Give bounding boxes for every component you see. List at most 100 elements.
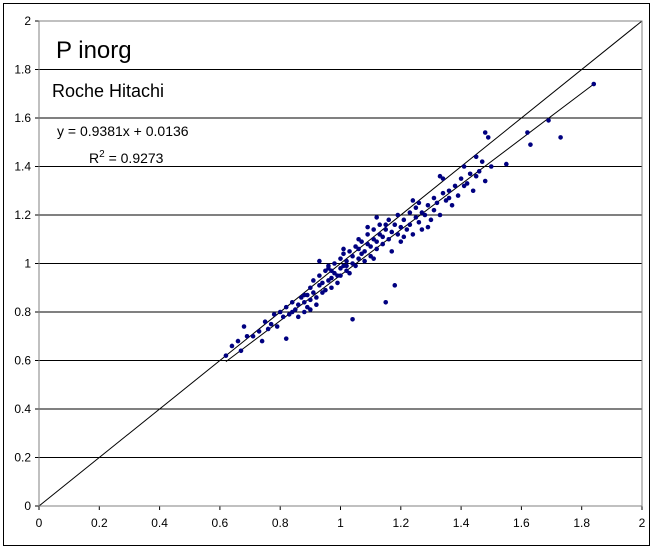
data-point xyxy=(356,246,361,252)
data-point xyxy=(482,130,488,135)
data-point xyxy=(347,270,352,276)
data-point xyxy=(229,343,235,349)
x-tick-label: 0.8 xyxy=(272,516,289,530)
y-tick-label: 0.4 xyxy=(14,402,31,416)
data-point xyxy=(308,285,313,291)
y-tick-label: 0 xyxy=(24,499,31,513)
data-point xyxy=(416,200,422,206)
data-point xyxy=(389,229,395,235)
x-tick-label: 0 xyxy=(36,516,43,530)
chart-title: P inorg xyxy=(56,37,132,64)
data-point xyxy=(344,263,349,269)
data-point xyxy=(434,200,440,206)
data-point xyxy=(558,135,563,140)
data-point xyxy=(244,333,250,339)
data-point xyxy=(295,302,301,308)
data-point xyxy=(452,183,458,189)
data-point xyxy=(302,292,307,298)
data-point xyxy=(467,171,473,177)
data-point xyxy=(431,207,437,213)
data-point xyxy=(283,304,289,310)
x-tick-label: 1 xyxy=(337,516,344,530)
data-point xyxy=(356,236,361,242)
data-point xyxy=(250,333,256,339)
data-point xyxy=(392,283,398,288)
x-axis-ticks: 0 0.2 0.4 0.6 0.8 1 1.2 1.4 1.6 1.8 2 xyxy=(36,506,646,530)
data-point xyxy=(473,154,479,160)
data-point xyxy=(274,324,280,329)
data-point xyxy=(353,263,358,269)
chart-subtitle: Roche Hitachi xyxy=(52,81,164,101)
data-point xyxy=(383,300,389,305)
data-point xyxy=(398,224,404,230)
x-tick-label: 1.2 xyxy=(392,516,409,530)
plot-border xyxy=(38,20,643,507)
data-point xyxy=(308,307,313,312)
data-point xyxy=(362,249,367,254)
data-point xyxy=(283,336,289,341)
data-point xyxy=(308,297,313,303)
data-point xyxy=(271,312,277,317)
data-point xyxy=(383,222,389,227)
data-point xyxy=(365,224,370,230)
data-point xyxy=(317,258,322,264)
data-point xyxy=(446,188,452,194)
data-point xyxy=(425,224,431,230)
data-point xyxy=(425,203,431,208)
data-point xyxy=(332,261,337,266)
data-point xyxy=(416,219,422,225)
data-point xyxy=(485,135,491,140)
data-point xyxy=(223,353,229,358)
data-point xyxy=(546,118,551,123)
data-point xyxy=(383,227,389,232)
y-tick-label: 1.2 xyxy=(14,208,31,222)
data-point xyxy=(350,253,355,259)
data-point xyxy=(404,227,410,232)
x-tick-label: 1.4 xyxy=(453,516,470,530)
data-point xyxy=(386,236,392,242)
y-tick-label: 2 xyxy=(24,14,31,28)
data-point xyxy=(401,217,407,223)
data-point xyxy=(591,81,597,87)
data-point xyxy=(407,222,413,227)
x-tick-label: 2 xyxy=(639,516,646,530)
data-point xyxy=(329,285,334,291)
data-point xyxy=(380,234,386,240)
data-point xyxy=(410,232,416,237)
data-point xyxy=(341,246,346,252)
data-point xyxy=(374,239,379,244)
data-point xyxy=(262,319,268,325)
data-point xyxy=(525,130,530,135)
data-point xyxy=(473,173,479,179)
data-point xyxy=(311,290,316,295)
data-point xyxy=(377,222,382,227)
data-point xyxy=(413,215,419,220)
y-tick-label: 1.4 xyxy=(14,160,31,174)
x-tick-label: 0.2 xyxy=(91,516,108,530)
data-point xyxy=(344,258,349,264)
identity-line xyxy=(38,20,643,507)
x-tick-label: 0.4 xyxy=(151,516,168,530)
data-point xyxy=(455,193,461,198)
data-point xyxy=(289,300,295,305)
data-point xyxy=(277,309,283,315)
data-points xyxy=(223,81,597,358)
y-tick-label: 1.8 xyxy=(14,63,31,77)
data-point xyxy=(395,232,401,237)
y-axis-ticks: 0 0.2 0.4 0.6 0.8 1 1.2 1.4 1.6 1.8 2 xyxy=(14,14,39,513)
data-point xyxy=(235,338,241,344)
r-squared: R2 = 0.9273 xyxy=(89,149,164,166)
data-point xyxy=(314,302,319,308)
data-point xyxy=(350,316,355,322)
data-point xyxy=(295,314,301,320)
data-point xyxy=(449,203,455,208)
y-tick-label: 0.6 xyxy=(14,354,31,368)
data-point xyxy=(289,309,295,315)
data-point xyxy=(401,234,407,240)
data-point xyxy=(371,256,376,261)
scatter-chart: 0 0.2 0.4 0.6 0.8 1 1.2 1.4 1.6 1.8 2 0 0.2 0.4 0.6 0.… xyxy=(14,14,646,530)
data-point xyxy=(413,205,419,211)
y-tick-label: 1 xyxy=(24,257,31,271)
data-point xyxy=(320,280,325,286)
x-tick-label: 0.6 xyxy=(212,516,229,530)
